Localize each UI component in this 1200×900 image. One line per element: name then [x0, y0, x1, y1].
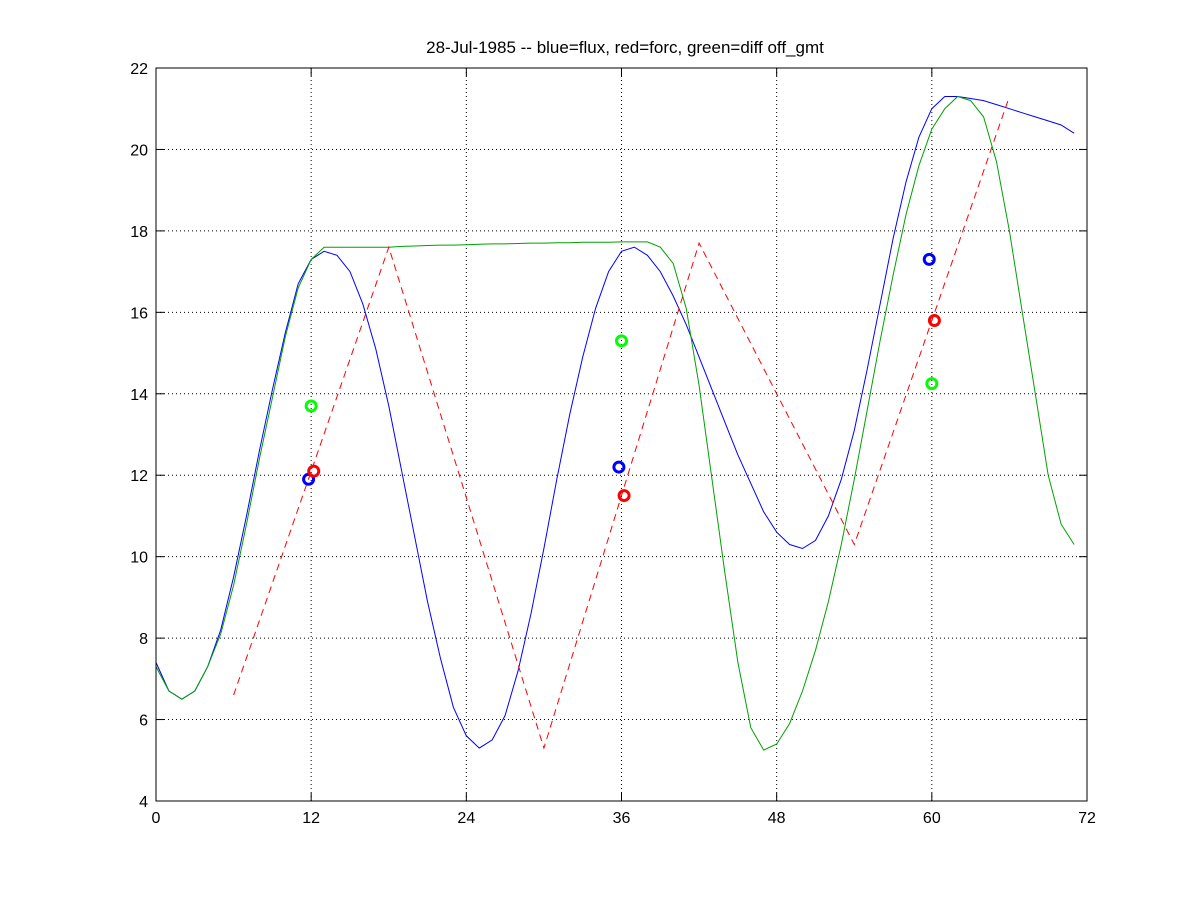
grid — [156, 68, 1087, 801]
x-tick-label: 48 — [768, 810, 786, 827]
y-tick-label: 6 — [139, 713, 148, 730]
y-tick-label: 4 — [139, 794, 148, 811]
circle-marker — [307, 464, 321, 478]
chart-title: 28-Jul-1985 -- blue=flux, red=forc, gree… — [426, 38, 824, 57]
x-tick-label: 72 — [1078, 810, 1096, 827]
y-tick-label: 12 — [130, 468, 148, 485]
y-tick-label: 20 — [130, 142, 148, 159]
circle-marker — [615, 334, 628, 348]
series-group — [155, 95, 1075, 751]
x-tick-label: 12 — [302, 810, 320, 827]
y-tick-label: 22 — [130, 61, 148, 78]
y-tick-label: 14 — [130, 387, 148, 404]
series-line-diff — [155, 95, 1075, 751]
y-tick-label: 16 — [130, 305, 148, 322]
circle-marker — [617, 489, 631, 503]
x-tick-label: 36 — [613, 810, 631, 827]
series-line-flux — [155, 96, 1075, 749]
circle-marker — [922, 252, 936, 266]
x-tick-label: 60 — [923, 810, 941, 827]
y-tick-label: 18 — [130, 224, 148, 241]
circle-marker — [304, 399, 318, 413]
circle-marker — [925, 377, 939, 391]
series-line-forc — [233, 96, 1010, 750]
y-tick-label: 10 — [130, 550, 148, 567]
circle-marker — [927, 313, 941, 327]
ticks-group: 0 12 24 36 48 60 72 4 6 8 10 12 14 16 18 20 22 — [130, 61, 1096, 827]
x-tick-label: 24 — [457, 810, 475, 827]
circle-marker — [612, 460, 626, 474]
x-tick-label: 0 — [152, 810, 161, 827]
y-tick-label: 8 — [139, 631, 148, 648]
markers-group — [302, 252, 941, 503]
plot-frame — [155, 67, 1088, 802]
